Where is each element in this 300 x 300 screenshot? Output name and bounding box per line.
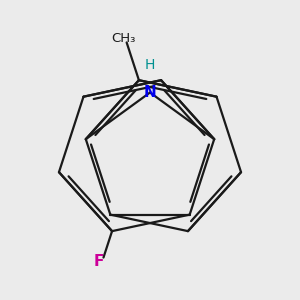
Text: H: H bbox=[145, 58, 155, 72]
Text: N: N bbox=[144, 85, 156, 100]
Text: CH₃: CH₃ bbox=[111, 32, 135, 45]
Text: F: F bbox=[93, 254, 104, 269]
